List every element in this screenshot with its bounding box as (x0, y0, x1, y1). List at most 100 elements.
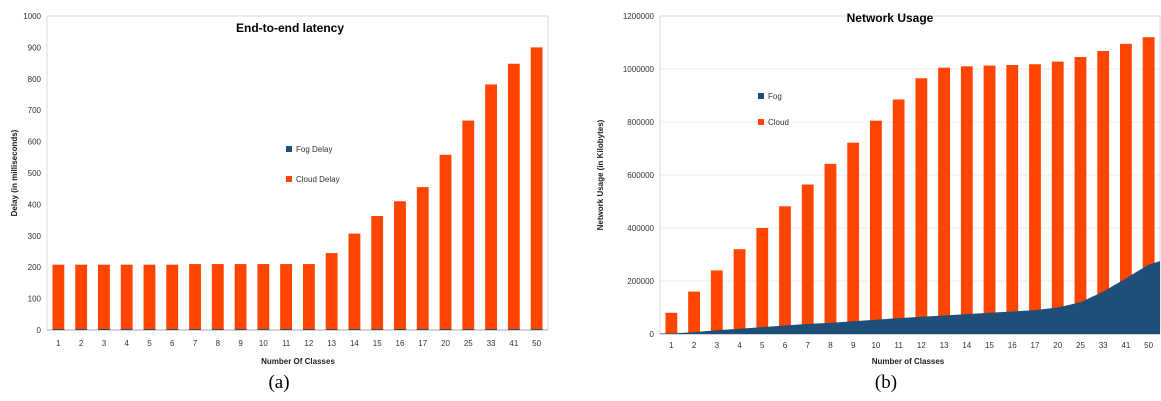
latency-xtick-label: 25 (464, 339, 473, 348)
caption-a: (a) (268, 372, 290, 393)
network-xtick-label: 15 (985, 341, 994, 350)
network-x-axis-label: Number of Classes (872, 357, 945, 366)
network-bar-cloud (801, 184, 814, 334)
latency-xtick-label: 2 (79, 339, 84, 348)
network-legend-label-fog: Fog (768, 92, 782, 101)
network-bar-cloud (847, 142, 860, 334)
network-xtick-label: 9 (851, 341, 856, 350)
network-xtick-label: 14 (962, 341, 971, 350)
latency-xtick-label: 14 (350, 339, 359, 348)
network-bar-cloud (1006, 65, 1019, 335)
network-xtick-label: 5 (760, 341, 765, 350)
network-ytick-label: 1000000 (623, 65, 655, 74)
latency-bar-fog (302, 329, 315, 330)
latency-bar-cloud (439, 154, 452, 330)
latency-bar-cloud (234, 264, 247, 330)
network-bar-cloud (938, 67, 950, 335)
network-ytick-label: 1200000 (623, 12, 655, 21)
latency-bar-fog (52, 329, 65, 330)
latency-bar-fog (280, 329, 293, 330)
network-xtick-label: 50 (1144, 341, 1153, 350)
network-legend-label-cloud: Cloud (768, 118, 789, 127)
network-bar-cloud (756, 228, 769, 334)
network-bar-cloud (1097, 50, 1110, 334)
latency-bar-cloud (211, 264, 224, 330)
latency-bar-cloud (530, 47, 543, 331)
latency-bar-cloud (75, 264, 88, 330)
latency-bar-cloud (120, 264, 133, 330)
network-xtick-label: 3 (715, 341, 720, 350)
network-bar-cloud (870, 120, 882, 334)
latency-bar-fog (143, 329, 156, 330)
network-legend-swatch-cloud (758, 119, 764, 125)
latency-ytick-label: 200 (28, 263, 42, 272)
latency-bar-cloud (416, 187, 429, 330)
latency-bar-fog (394, 329, 406, 330)
latency-bar-cloud (485, 84, 497, 331)
latency-x-axis-label: Number Of Classes (261, 357, 335, 366)
latency-ytick-label: 600 (28, 138, 42, 147)
latency-bar-fog (530, 329, 543, 330)
latency-bar-cloud (394, 201, 406, 330)
latency-chart-panel: 0 100 200 300 400 500 600 700 800 900 1000 1 2 3 4 5 6 7 8… (0, 0, 580, 401)
network-bar-cloud (688, 291, 700, 334)
network-ytick-label: 800000 (627, 118, 654, 127)
latency-bar-cloud (52, 264, 65, 330)
network-xtick-label: 10 (871, 341, 880, 350)
latency-xtick-label: 17 (418, 339, 427, 348)
network-xtick-label: 12 (917, 341, 926, 350)
network-bar-cloud (1120, 43, 1132, 334)
latency-xtick-label: 13 (327, 339, 336, 348)
network-xtick-label: 7 (806, 341, 811, 350)
network-bar-cloud (710, 270, 723, 334)
latency-bar-cloud (325, 253, 338, 330)
network-xtick-label: 4 (737, 341, 742, 350)
latency-xtick-label: 12 (304, 339, 313, 348)
latency-ytick-label: 0 (37, 326, 42, 335)
latency-xtick-label: 11 (282, 339, 291, 348)
latency-bar-cloud (302, 264, 315, 330)
latency-bar-fog (211, 329, 224, 330)
latency-xtick-label: 6 (170, 339, 175, 348)
latency-bar-fog (189, 329, 201, 330)
network-ytick-label: 0 (650, 330, 655, 339)
latency-xtick-label: 7 (193, 339, 198, 348)
latency-xtick-label: 15 (373, 339, 382, 348)
latency-xtick-label: 3 (102, 339, 107, 348)
latency-bar-cloud (280, 264, 293, 330)
latency-bar-cloud (189, 264, 201, 330)
latency-title: End-to-end latency (236, 21, 344, 35)
network-bar-cloud (824, 163, 837, 334)
network-bar-cloud (915, 78, 928, 335)
latency-ytick-label: 300 (28, 232, 42, 241)
network-xtick-label: 17 (1031, 341, 1040, 350)
latency-bar-fog (462, 329, 475, 330)
latency-bar-fog (439, 329, 452, 330)
network-title: Network Usage (847, 11, 934, 25)
latency-xtick-label: 5 (147, 339, 152, 348)
latency-bar-cloud (507, 63, 520, 331)
latency-bar-fog (416, 329, 429, 330)
network-bar-cloud (665, 312, 678, 334)
latency-bar-fog (120, 329, 133, 330)
network-xtick-label: 8 (828, 341, 833, 350)
latency-bar-cloud (348, 233, 361, 330)
latency-ytick-label: 700 (28, 106, 42, 115)
latency-bar-fog (348, 329, 361, 330)
network-bar-cloud (960, 66, 973, 334)
latency-bar-cloud (257, 264, 270, 330)
latency-legend-swatch-fog (286, 146, 292, 152)
latency-bar-fog (75, 329, 88, 330)
network-ytick-label: 400000 (627, 224, 654, 233)
latency-ytick-label: 1000 (23, 12, 41, 21)
latency-ytick-label: 500 (28, 169, 42, 178)
network-xtick-label: 25 (1076, 341, 1085, 350)
latency-bar-cloud (166, 264, 179, 330)
latency-bar-fog (485, 329, 497, 330)
latency-bar-cloud (143, 264, 156, 330)
latency-xtick-label: 8 (216, 339, 221, 348)
latency-xtick-label: 4 (124, 339, 129, 348)
network-bar-cloud (983, 65, 996, 335)
network-legend-swatch-fog (758, 93, 764, 99)
